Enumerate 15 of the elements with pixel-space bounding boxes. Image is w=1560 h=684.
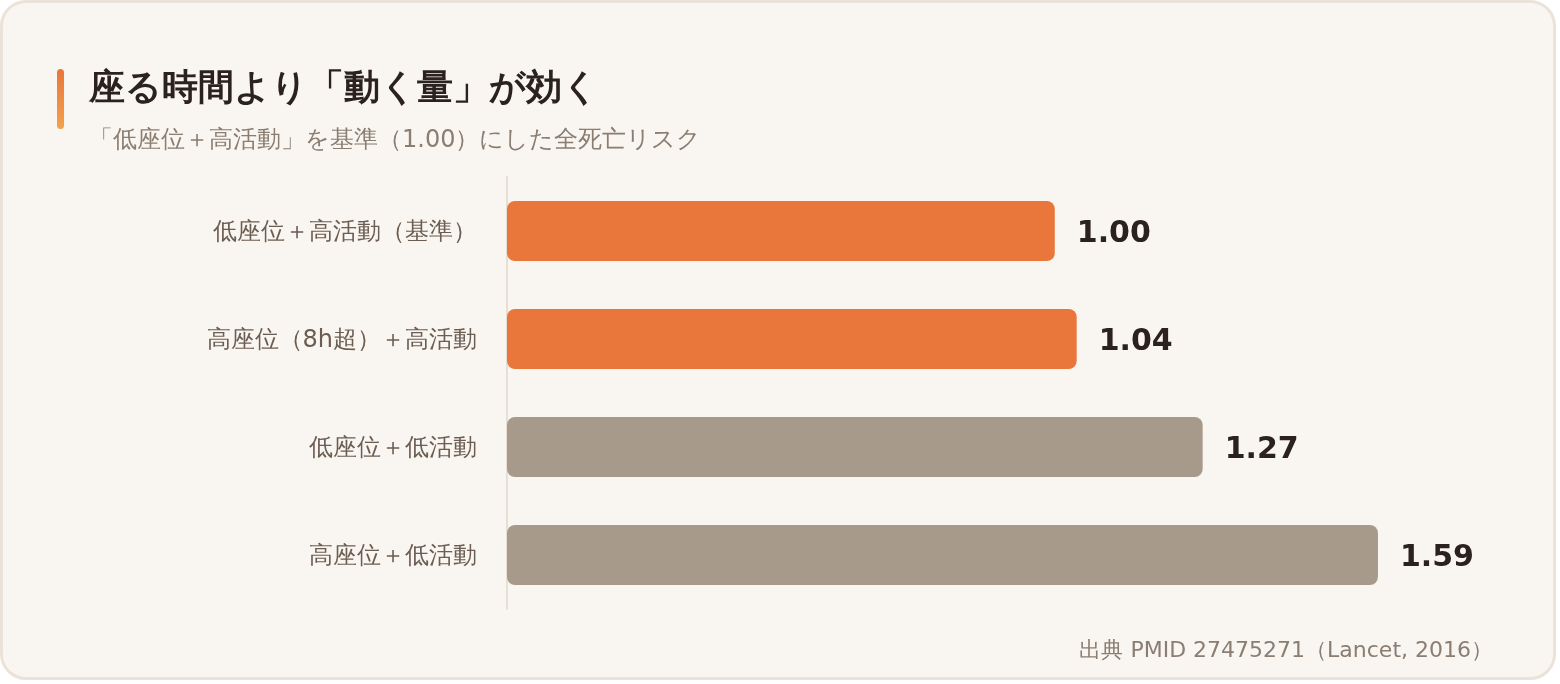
bar	[507, 525, 1378, 585]
chart-title: 座る時間より「動く量」が効く	[89, 65, 599, 109]
data-label: 1.59	[1399, 537, 1474, 573]
y-tick-label: 高座位（8h超）＋高活動	[206, 325, 477, 353]
data-label: 1.00	[1076, 213, 1151, 249]
data-label: 1.04	[1098, 321, 1173, 357]
bar	[507, 309, 1077, 369]
chart-subtitle: 「低座位＋高活動」を基準（1.00）にした全死亡リスク	[89, 124, 702, 155]
bar	[507, 201, 1055, 261]
bar	[507, 417, 1203, 477]
source-note: 出典 PMID 27475271（Lancet, 2016）	[1079, 636, 1493, 664]
y-tick-label: 低座位＋高活動（基準）	[213, 217, 477, 245]
y-tick-label: 低座位＋低活動	[309, 433, 477, 461]
data-label: 1.27	[1224, 429, 1299, 465]
y-tick-label: 高座位＋低活動	[309, 541, 477, 569]
